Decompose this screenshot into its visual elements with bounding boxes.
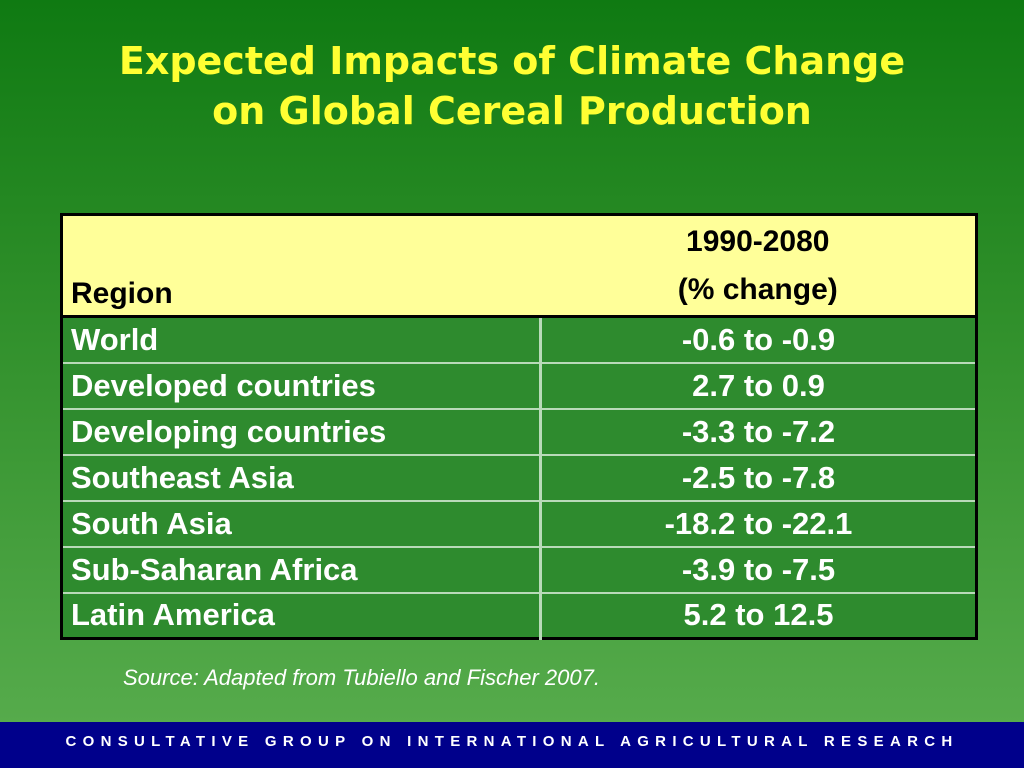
change-cell: -0.6 to -0.9: [681, 321, 836, 357]
change-cell: -3.9 to -7.5: [540, 545, 977, 593]
change-cell: 5.2 to 12.5: [540, 591, 977, 639]
slide-title: Expected Impacts of Climate Change on Gl…: [0, 36, 1024, 136]
footer-bar: CONSULTATIVE GROUP ON INTERNATIONAL AGRI…: [0, 722, 1024, 768]
change-cell: 2.7 to 0.9: [540, 361, 977, 409]
title-line-2: on Global Cereal Production: [212, 89, 812, 133]
region-cell: World: [61, 316, 542, 363]
table-header-row: Region 1990-2080 (% change): [61, 214, 977, 318]
unit-label: (% change): [677, 272, 838, 306]
region-cell: Latin America: [61, 591, 542, 639]
table-row: World -0.6 to -0.9: [61, 316, 977, 363]
table-row: South Asia -18.2 to -22.1: [61, 499, 977, 547]
region-cell: South Asia: [61, 499, 542, 547]
change-column-header: 1990-2080 (% change): [540, 214, 977, 318]
cereal-impact-table: Region 1990-2080 (% change) World -0.6 t…: [60, 213, 978, 640]
region-cell: Sub-Saharan Africa: [61, 545, 542, 593]
table-row: Latin America 5.2 to 12.5: [61, 591, 977, 639]
region-cell: Developed countries: [61, 361, 542, 409]
region-column-header: Region: [61, 214, 541, 318]
region-cell: Developing countries: [61, 407, 542, 455]
table-row: Sub-Saharan Africa -3.9 to -7.5: [61, 545, 977, 593]
region-cell: Southeast Asia: [61, 453, 542, 501]
source-note: Source: Adapted from Tubiello and Fische…: [123, 665, 600, 690]
period-label: 1990-2080: [686, 224, 830, 258]
change-cell: -2.5 to -7.8: [540, 453, 977, 501]
change-cell: -18.2 to -22.1: [540, 499, 977, 547]
title-line-1: Expected Impacts of Climate Change: [118, 39, 906, 83]
change-cell: -3.3 to -7.2: [540, 407, 977, 455]
table-row: Southeast Asia -2.5 to -7.8: [61, 453, 977, 501]
table-row: Developed countries 2.7 to 0.9: [61, 361, 977, 409]
table-row: Developing countries -3.3 to -7.2: [61, 407, 977, 455]
